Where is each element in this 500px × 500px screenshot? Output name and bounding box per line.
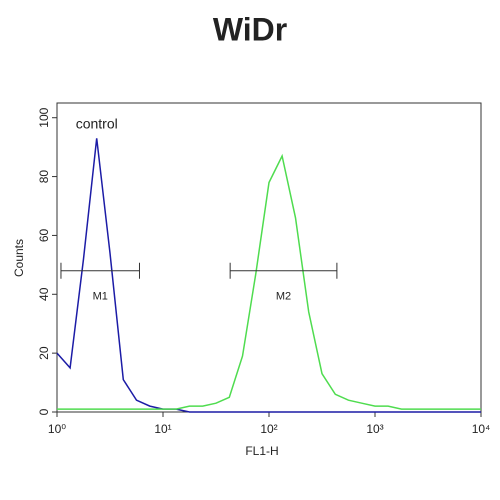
chart-title: WiDr bbox=[213, 11, 287, 47]
y-axis-label: Counts bbox=[12, 239, 26, 277]
y-tick-label: 100 bbox=[37, 107, 51, 127]
y-tick-label: 40 bbox=[37, 287, 51, 301]
series-line bbox=[57, 153, 481, 410]
marker-label: M1 bbox=[93, 291, 108, 303]
x-tick-label: 10³ bbox=[366, 422, 383, 436]
x-tick-label: 10⁴ bbox=[472, 422, 491, 436]
x-tick-label: 10² bbox=[260, 422, 277, 436]
x-axis-label: FL1-H bbox=[245, 444, 278, 458]
series-annotation: control bbox=[76, 116, 118, 132]
x-tick-label: 10⁰ bbox=[48, 422, 66, 436]
y-tick-label: 60 bbox=[37, 228, 51, 242]
series-line bbox=[56, 138, 481, 413]
y-tick-label: 80 bbox=[37, 170, 51, 184]
x-tick-label: 10¹ bbox=[154, 422, 171, 436]
y-tick-label: 20 bbox=[37, 346, 51, 360]
marker-label: M2 bbox=[276, 291, 291, 303]
plot-frame bbox=[56, 102, 482, 413]
y-tick-label: 0 bbox=[37, 408, 51, 415]
